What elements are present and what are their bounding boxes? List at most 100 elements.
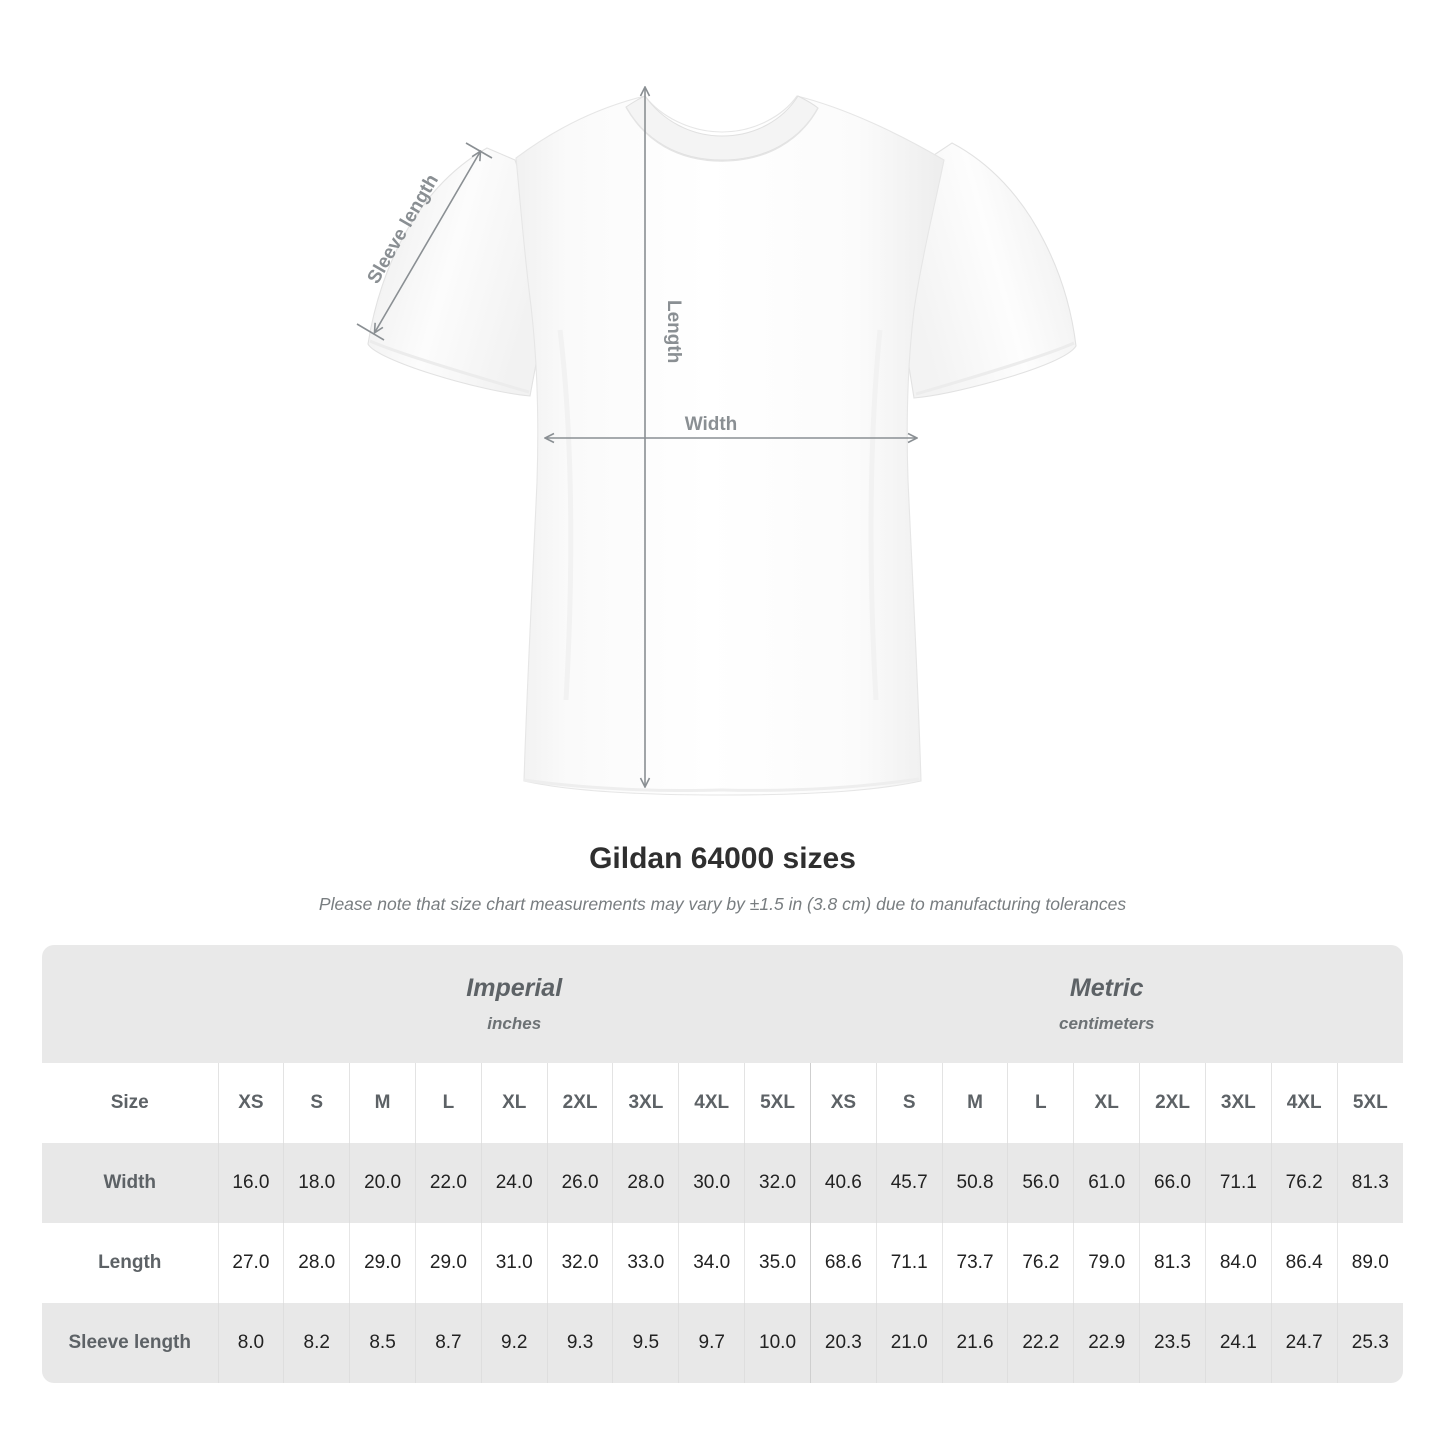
size-header-imperial-2xl: 2XL — [546, 1063, 613, 1143]
size-header-metric-xl: XL — [1073, 1063, 1140, 1143]
cell-value: 73.7 — [941, 1223, 1008, 1303]
size-header-metric-s: S — [875, 1063, 943, 1143]
cell-value: 8.5 — [349, 1303, 416, 1383]
tshirt-body — [515, 95, 945, 796]
cell-value: 81.3 — [1336, 1143, 1403, 1223]
size-header-imperial-l: L — [414, 1063, 482, 1143]
cell-value: 35.0 — [744, 1223, 811, 1303]
cell-value: 28.0 — [283, 1223, 350, 1303]
left-sleeve-hem — [369, 339, 530, 394]
cell-value: 9.3 — [546, 1303, 613, 1383]
size-column-header: Size — [110, 1092, 149, 1113]
cell-value: 61.0 — [1073, 1143, 1140, 1223]
cell-value: 9.2 — [480, 1303, 548, 1383]
cell-value: 34.0 — [678, 1223, 745, 1303]
cell-value: 24.0 — [480, 1143, 548, 1223]
size-header-metric-5xl: 5XL — [1336, 1063, 1403, 1143]
cell-value: 30.0 — [678, 1143, 745, 1223]
page-title: Gildan 64000 sizes — [589, 842, 856, 875]
sleeve-tick-top — [465, 142, 493, 159]
cell-value: 25.3 — [1336, 1303, 1403, 1383]
size-header-imperial-m: M — [349, 1063, 416, 1143]
cell-value: 8.0 — [217, 1303, 284, 1383]
row-label: Width — [103, 1172, 157, 1193]
cell-value: 84.0 — [1204, 1223, 1272, 1303]
cell-value: 16.0 — [217, 1143, 284, 1223]
cell-value: 20.0 — [349, 1143, 416, 1223]
size-header-metric-3xl: 3XL — [1204, 1063, 1272, 1143]
fold-line-left — [557, 329, 574, 701]
cell-value: 71.1 — [875, 1223, 943, 1303]
cell-value: 9.5 — [612, 1303, 679, 1383]
cell-value: 22.9 — [1073, 1303, 1140, 1383]
size-header-metric-2xl: 2XL — [1139, 1063, 1206, 1143]
cell-value: 45.7 — [875, 1143, 943, 1223]
cell-value: 9.7 — [678, 1303, 745, 1383]
unit-blank-cell — [42, 945, 218, 1063]
hem-line — [721, 777, 920, 792]
hem-line-left — [523, 778, 723, 792]
sleeve-tick-bottom — [356, 323, 385, 341]
cell-value: 79.0 — [1073, 1223, 1140, 1303]
cell-value: 21.6 — [941, 1303, 1008, 1383]
right-sleeve-hem — [915, 341, 1075, 396]
cell-value: 50.8 — [941, 1143, 1008, 1223]
cell-value: 10.0 — [744, 1303, 811, 1383]
unit-system-label: Imperial — [466, 974, 563, 1002]
unit-system-row: Imperial inches Metric centimeters — [42, 945, 1403, 1063]
table-row: Width 16.0 18.0 20.0 22.0 24.0 26.0 28.0 30.0 32.… — [42, 1143, 1403, 1223]
cell-value: 29.0 — [414, 1223, 482, 1303]
size-chart-container: Imperial inches Metric centimeters Size X… — [42, 945, 1403, 1383]
cell-value: 32.0 — [546, 1223, 613, 1303]
cell-value: 26.0 — [546, 1143, 613, 1223]
cell-value: 8.7 — [414, 1303, 482, 1383]
cell-value: 76.2 — [1007, 1223, 1074, 1303]
size-header-imperial-xl: XL — [480, 1063, 548, 1143]
cell-value: 81.3 — [1139, 1223, 1206, 1303]
cell-value: 76.2 — [1270, 1143, 1338, 1223]
cell-value: 18.0 — [283, 1143, 350, 1223]
size-header-metric-l: L — [1007, 1063, 1074, 1143]
cell-value: 66.0 — [1139, 1143, 1206, 1223]
cell-value: 29.0 — [349, 1223, 416, 1303]
sleeve-arrow — [375, 152, 480, 332]
unit-header-metric: Metric centimeters — [810, 945, 1403, 1063]
size-header-metric-m: M — [941, 1063, 1008, 1143]
cell-value: 40.6 — [809, 1143, 877, 1223]
cell-value: 8.2 — [283, 1303, 350, 1383]
size-header-imperial-4xl: 4XL — [678, 1063, 745, 1143]
cell-value: 89.0 — [1336, 1223, 1403, 1303]
cell-value: 31.0 — [480, 1223, 548, 1303]
cell-value: 24.7 — [1270, 1303, 1338, 1383]
tolerance-note: Please note that size chart measurements… — [318, 894, 1127, 914]
size-chart-table: Imperial inches Metric centimeters Size X… — [42, 945, 1403, 1383]
cell-value: 33.0 — [612, 1223, 679, 1303]
unit-header-imperial: Imperial inches — [218, 945, 811, 1063]
size-header-metric-4xl: 4XL — [1270, 1063, 1338, 1143]
cell-value: 71.1 — [1204, 1143, 1272, 1223]
size-header-row: Size XS S M L XL 2XL 3XL 4XL 5XL XS S M L XL 2XL 3XL 4XL 5… — [42, 1063, 1403, 1143]
cell-value: 28.0 — [612, 1143, 679, 1223]
row-label: Sleeve length — [68, 1332, 192, 1353]
unit-sub-label: centimeters — [1059, 1014, 1155, 1033]
chart-heading-block: Gildan 64000 sizes Please note that size… — [0, 840, 1445, 917]
length-label: Length — [663, 300, 684, 363]
cell-value: 23.5 — [1139, 1303, 1206, 1383]
cell-value: 56.0 — [1007, 1143, 1074, 1223]
unit-system-label: Metric — [1069, 974, 1144, 1002]
cell-value: 22.2 — [1007, 1303, 1074, 1383]
cell-value: 86.4 — [1270, 1223, 1338, 1303]
cell-value: 68.6 — [809, 1223, 877, 1303]
tshirt-svg: Length Width Sleeve length — [356, 0, 1077, 796]
size-header-imperial-s: S — [283, 1063, 350, 1143]
size-header-imperial-5xl: 5XL — [744, 1063, 811, 1143]
size-header-imperial-xs: XS — [217, 1063, 284, 1143]
fold-line-right — [868, 329, 883, 701]
size-header-imperial-3xl: 3XL — [612, 1063, 679, 1143]
cell-value: 20.3 — [809, 1303, 877, 1383]
table-row: Sleeve length 8.0 8.2 8.5 8.7 9.2 9.3 9.5 9.7 10.… — [42, 1303, 1403, 1383]
cell-value: 32.0 — [744, 1143, 811, 1223]
cell-value: 21.0 — [875, 1303, 943, 1383]
tshirt-illustration: Length Width Sleeve length — [356, 0, 1077, 796]
row-label: Length — [98, 1252, 162, 1273]
